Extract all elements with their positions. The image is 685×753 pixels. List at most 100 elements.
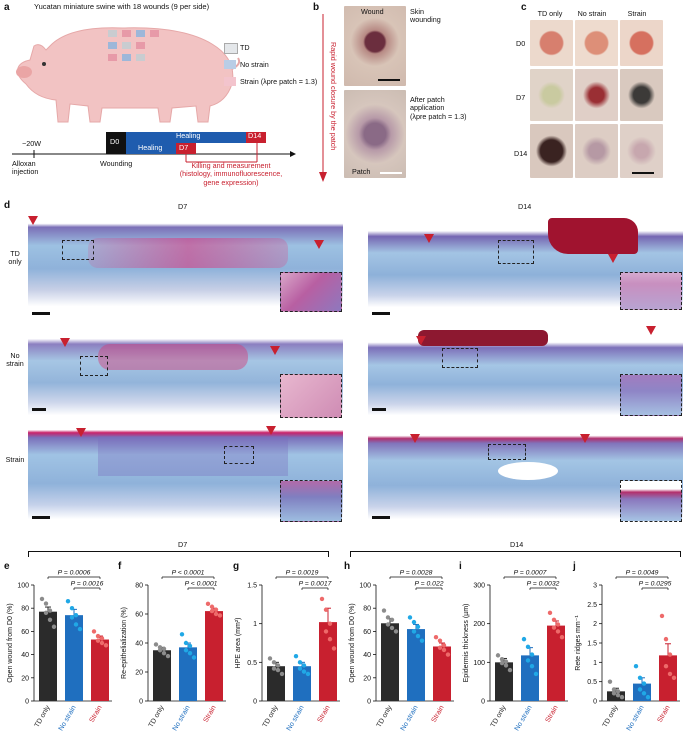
data-point xyxy=(323,607,329,612)
bar xyxy=(433,646,451,701)
patch-photo xyxy=(344,90,406,178)
category-label: Strain xyxy=(545,704,560,723)
data-point xyxy=(161,646,167,651)
chart-h: 0 20 40 60 80 100 Open wound from D0 (%) TD onl… xyxy=(349,570,454,732)
y-tick-label: 1.5 xyxy=(247,583,257,590)
category-label: Strain xyxy=(89,704,104,723)
panel-d-row-td: TD only xyxy=(8,249,22,267)
panel-label-j: j xyxy=(573,561,576,572)
p-value-label: P = 0.0017 xyxy=(299,581,332,588)
data-point xyxy=(663,664,669,669)
data-point xyxy=(183,648,189,653)
data-point xyxy=(415,633,421,639)
data-point xyxy=(305,671,311,677)
category-label: TD only xyxy=(490,704,508,729)
data-point xyxy=(187,643,193,649)
chart-i: 0 100 200 300 Epidermis thickness (µm) TD onl… xyxy=(463,570,568,732)
data-point xyxy=(499,657,505,662)
data-point xyxy=(319,596,325,602)
data-point xyxy=(161,650,167,656)
photo-strain-d0 xyxy=(620,20,663,66)
patch-label: Patch xyxy=(352,167,371,176)
data-point xyxy=(551,617,557,622)
marker-d7-td-2 xyxy=(314,240,324,249)
data-point xyxy=(663,636,669,642)
roi-d14-td xyxy=(498,240,534,264)
data-point xyxy=(659,613,665,619)
marker-d14-no-1 xyxy=(416,336,426,345)
p-value-label: P = 0.0295 xyxy=(639,581,672,588)
inset-d14-strain xyxy=(620,480,682,522)
data-point xyxy=(521,636,527,642)
data-point xyxy=(327,621,333,626)
category-label: No strain xyxy=(172,704,192,732)
y-tick-label: 1 xyxy=(253,621,257,628)
y-axis-label: Re-epithelialization (%) xyxy=(121,607,128,679)
data-point xyxy=(179,632,185,637)
chart-e: 0 20 40 60 80 100 Open wound from D0 (%) TD onl… xyxy=(7,570,112,732)
marker-d7-strain-1 xyxy=(76,428,86,437)
data-point xyxy=(441,643,447,648)
legend-no-strain xyxy=(224,60,236,69)
category-label: TD only xyxy=(34,704,52,729)
legend-strain-label: Strain (λpre patch = 1.3) xyxy=(240,77,318,86)
y-tick-label: 60 xyxy=(363,629,371,636)
data-point xyxy=(385,622,391,627)
y-tick-label: 3 xyxy=(593,583,597,590)
data-point xyxy=(445,652,451,657)
y-tick-label: 20 xyxy=(135,670,143,677)
panel-d-col-d14: D14 xyxy=(518,202,532,211)
marker-d7-no-1 xyxy=(60,338,70,347)
legend-strain xyxy=(224,77,236,86)
wound-grid xyxy=(108,30,159,61)
timeline-d7: D7 xyxy=(179,143,189,152)
p-value-label: P < 0.0001 xyxy=(172,570,205,577)
p-value-label: P = 0.0019 xyxy=(286,570,319,577)
p-value-label: P = 0.0016 xyxy=(71,581,104,588)
data-point xyxy=(183,640,189,646)
marker-d7-td-1 xyxy=(28,216,38,225)
y-tick-label: 80 xyxy=(363,606,371,613)
panel-label-h: h xyxy=(344,561,351,572)
data-point xyxy=(51,624,57,629)
chart-f: 0 20 40 60 80 Re-epithelialization (%) TD only… xyxy=(121,570,226,732)
marker-d14-strain-2 xyxy=(580,434,590,443)
y-tick-label: 1.5 xyxy=(587,641,597,648)
panel-d-col-d7: D7 xyxy=(178,202,188,211)
timeline-alloxan: Alloxan injection xyxy=(12,159,39,177)
data-point xyxy=(555,622,561,627)
y-tick-label: 100 xyxy=(359,583,371,590)
panel-b-scalebar xyxy=(378,79,400,81)
panel-label-d: d xyxy=(4,200,11,211)
data-point xyxy=(415,624,421,629)
photo-td-d14 xyxy=(530,124,573,178)
scalebar-d14-no xyxy=(372,408,386,411)
y-tick-label: 2 xyxy=(593,621,597,628)
data-point xyxy=(381,608,387,613)
data-point xyxy=(611,687,617,692)
data-point xyxy=(267,656,273,661)
y-tick-label: 1 xyxy=(593,660,597,667)
data-point xyxy=(301,669,307,674)
p-value-label: P = 0.0028 xyxy=(400,570,433,577)
data-point xyxy=(503,659,509,664)
y-tick-label: 40 xyxy=(363,652,371,659)
data-point xyxy=(385,615,391,620)
data-point xyxy=(95,638,101,643)
data-point xyxy=(411,629,417,634)
data-point xyxy=(327,636,333,642)
y-tick-label: 300 xyxy=(473,583,485,590)
bar xyxy=(65,615,83,701)
data-point xyxy=(77,626,83,632)
roi-d7-strain xyxy=(224,446,254,464)
y-axis-label: Epidermis thickness (µm) xyxy=(463,604,470,683)
bar xyxy=(39,611,57,701)
category-label: Strain xyxy=(657,704,672,723)
after-patch-label: After patch application (λpre patch = 1.… xyxy=(410,95,467,121)
bar xyxy=(607,691,625,701)
data-point xyxy=(275,663,281,668)
chart-j: 0 0.5 1 1.5 2 2.5 3 Rete ridges mm⁻¹ TD only No s… xyxy=(575,570,680,732)
group-d7-header: D7 xyxy=(178,540,188,549)
inset-d14-no xyxy=(620,374,682,416)
histo-d14-td xyxy=(368,218,683,310)
